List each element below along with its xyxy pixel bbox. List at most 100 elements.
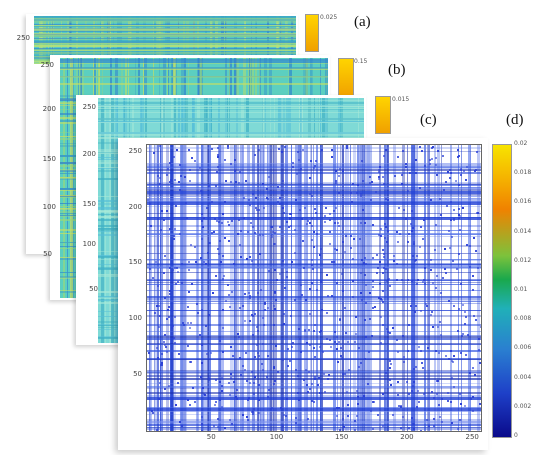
heat-d-col	[437, 145, 440, 431]
heat-d-dot	[379, 261, 381, 263]
heat-d-row	[147, 372, 481, 374]
colorbar-d-tick-0: 0.02	[514, 140, 528, 147]
heat-d-dot	[184, 176, 186, 178]
heat-d-dot	[233, 263, 235, 265]
heat-d-dot	[326, 274, 328, 276]
heat-d-dot	[397, 394, 399, 396]
heat-d-dot	[298, 328, 300, 330]
heat-d-dot	[304, 329, 306, 331]
heat-d-dot	[372, 280, 374, 282]
heat-d-dot	[245, 180, 247, 182]
heat-d-dot	[420, 350, 422, 352]
heat-d-dot	[201, 238, 203, 240]
heat-d-dot	[413, 428, 415, 430]
heat-d-dot	[253, 393, 255, 395]
heat-d-dot	[350, 247, 352, 249]
heat-d-dot	[164, 344, 166, 346]
y-tick-b-1: 200	[42, 105, 56, 113]
heat-d-col	[230, 145, 233, 431]
heat-d-dot	[174, 228, 176, 230]
heat-d-dot	[311, 239, 313, 241]
heat-d-dot	[203, 217, 205, 219]
heat-d-dot	[357, 403, 359, 405]
heat-d-dot	[351, 201, 353, 203]
heat-d-dot	[215, 379, 217, 381]
heat-d-row	[147, 290, 481, 291]
heat-d-dot	[314, 208, 316, 210]
heat-d-col	[461, 145, 462, 431]
heat-d-dot	[256, 326, 258, 328]
heat-a-stripe	[34, 33, 296, 35]
heat-d-dot	[384, 237, 386, 239]
heat-a-stripe	[34, 26, 296, 27]
heat-d-dot	[340, 347, 342, 349]
heat-d-dot	[179, 189, 181, 191]
heat-d-dot	[188, 261, 190, 263]
heat-d-dot	[301, 294, 303, 296]
heat-d-dot	[358, 366, 360, 368]
heat-d-col	[359, 145, 362, 431]
heat-d-dot	[464, 405, 466, 407]
heat-d-dot	[326, 312, 328, 314]
heat-d-dot	[444, 248, 446, 250]
heat-d-dot	[298, 159, 300, 161]
heat-d-dot	[311, 195, 313, 197]
colorbar-a-tick-0: 0.025	[320, 14, 338, 21]
heat-d-dot	[448, 358, 450, 360]
heat-d-dot	[168, 316, 170, 318]
heat-d-dot	[372, 257, 374, 259]
colorbar-d-tick-7: 0.006	[514, 344, 532, 352]
heat-d-dot	[313, 231, 315, 233]
x-tick-d-2: 150	[335, 433, 349, 441]
heat-d-dot	[336, 343, 338, 345]
heat-d-dot	[300, 351, 302, 353]
heat-d-dot	[479, 403, 481, 405]
heat-d-dot	[254, 154, 256, 156]
heat-d-dot	[251, 260, 253, 262]
heat-d-row	[147, 236, 481, 237]
heat-d-dot	[190, 322, 192, 324]
heat-d-dot	[225, 180, 227, 182]
heat-d-dot	[460, 283, 462, 285]
heat-d-row	[147, 213, 481, 214]
heat-d-dot	[314, 165, 316, 167]
heat-d-dot	[473, 237, 475, 239]
heat-d-dot	[416, 406, 418, 408]
heat-d-dot	[210, 352, 212, 354]
heat-d-dot	[248, 397, 250, 399]
heat-d-dot	[436, 393, 438, 395]
heat-d-dot	[173, 235, 175, 237]
heat-d-row	[147, 187, 481, 188]
heat-d-dot	[228, 240, 230, 242]
heat-b-stripe	[60, 76, 328, 77]
heat-d-dot	[379, 166, 381, 168]
heat-d-dot	[441, 398, 443, 400]
heat-d-dot	[389, 367, 391, 369]
heat-d-dot	[420, 430, 422, 431]
heat-d-dot	[342, 201, 344, 203]
heat-d-dot	[307, 391, 309, 393]
heat-d-dot	[329, 243, 331, 245]
heat-d-row	[147, 194, 481, 195]
heat-d-row	[147, 427, 481, 428]
heat-d-dot	[459, 419, 461, 421]
heat-d-dot	[217, 166, 219, 168]
heat-d-dot	[249, 256, 251, 258]
heat-d-row	[147, 338, 481, 340]
heat-d-row	[147, 272, 481, 273]
heat-d-dot	[258, 399, 260, 401]
heat-d-dot	[402, 150, 404, 152]
heat-d-dot	[372, 307, 374, 309]
heat-d-dot	[222, 351, 224, 353]
heat-d-col	[270, 145, 272, 431]
heat-d-dot	[418, 346, 420, 348]
heat-d-dot	[360, 193, 362, 195]
heat-d-dot	[398, 207, 400, 209]
heat-d-dot	[356, 192, 358, 194]
heat-d-dot	[431, 158, 433, 160]
heat-d-band-2	[147, 217, 481, 220]
heat-d-dot	[164, 388, 166, 390]
heat-a-stripe	[34, 18, 296, 19]
heat-d-dot	[173, 238, 175, 240]
heat-d-dot	[161, 353, 163, 355]
